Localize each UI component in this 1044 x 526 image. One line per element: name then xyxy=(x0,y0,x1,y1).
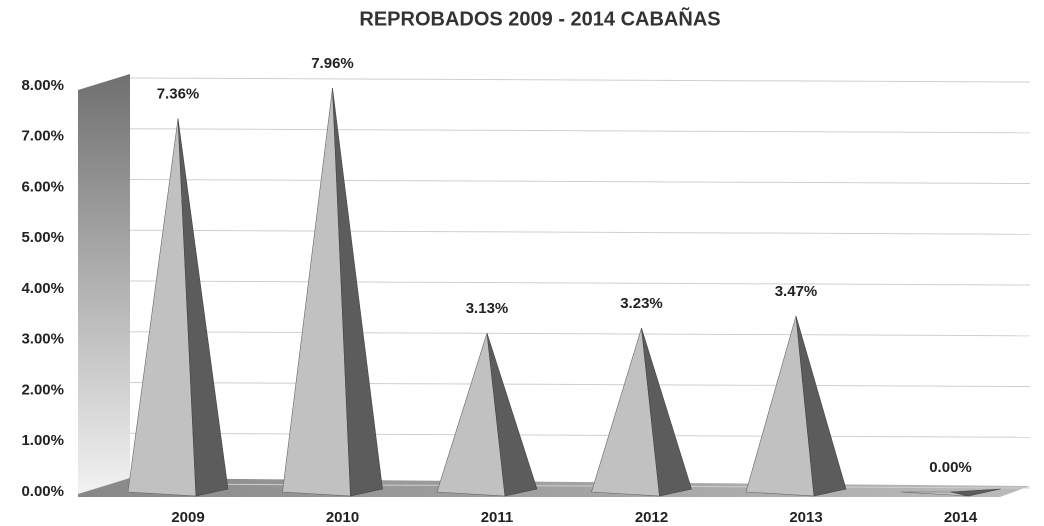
chart-title: REPROBADOS 2009 - 2014 CABAÑAS xyxy=(359,7,720,30)
pyramid-right-face xyxy=(332,87,383,497)
y-tick-label: 2.00% xyxy=(21,381,64,398)
pyramid xyxy=(282,87,383,497)
grid-line xyxy=(129,229,1031,235)
x-tick-label: 2013 xyxy=(789,509,822,526)
grid-line xyxy=(129,432,1031,438)
y-tick-label: 1.00% xyxy=(21,432,64,449)
pyramid xyxy=(591,327,692,497)
grid-line xyxy=(129,331,1031,337)
x-tick-label: 2012 xyxy=(635,509,668,526)
pyramid xyxy=(436,333,538,497)
x-tick-label: 2011 xyxy=(481,509,514,526)
grid-line xyxy=(129,179,1031,184)
y-tick-label: 6.00% xyxy=(21,178,64,195)
y-tick-label: 7.00% xyxy=(21,128,64,145)
pyramid xyxy=(745,315,847,497)
grid-line xyxy=(129,280,1031,286)
side-wall xyxy=(78,74,130,494)
y-tick-label: 4.00% xyxy=(21,280,64,297)
value-label: 3.13% xyxy=(466,300,509,317)
grid-line xyxy=(129,483,1031,489)
pyramid-right-face xyxy=(177,118,229,497)
value-label: 3.23% xyxy=(620,295,663,312)
y-tick-label: 3.00% xyxy=(21,331,64,348)
grid-line xyxy=(129,128,1031,134)
pyramid xyxy=(127,118,229,497)
pyramid-right-face xyxy=(486,333,538,497)
x-tick-label: 2009 xyxy=(171,509,204,526)
grid-line xyxy=(129,77,1031,83)
x-tick-label: 2014 xyxy=(944,509,978,526)
x-tick-label: 2010 xyxy=(326,509,359,526)
pyramid xyxy=(900,488,1001,497)
value-label: 7.96% xyxy=(311,55,354,72)
y-tick-label: 8.00% xyxy=(21,77,64,94)
y-tick-label: 0.00% xyxy=(21,483,64,500)
pyramid-right-face xyxy=(795,315,847,497)
value-label: 7.36% xyxy=(157,85,200,102)
pyramid-right-face xyxy=(950,488,1001,497)
value-label: 0.00% xyxy=(929,459,972,476)
y-tick-label: 5.00% xyxy=(21,229,64,246)
pyramid-right-face xyxy=(641,327,692,497)
grid-line xyxy=(129,382,1031,387)
value-label: 3.47% xyxy=(775,283,818,300)
